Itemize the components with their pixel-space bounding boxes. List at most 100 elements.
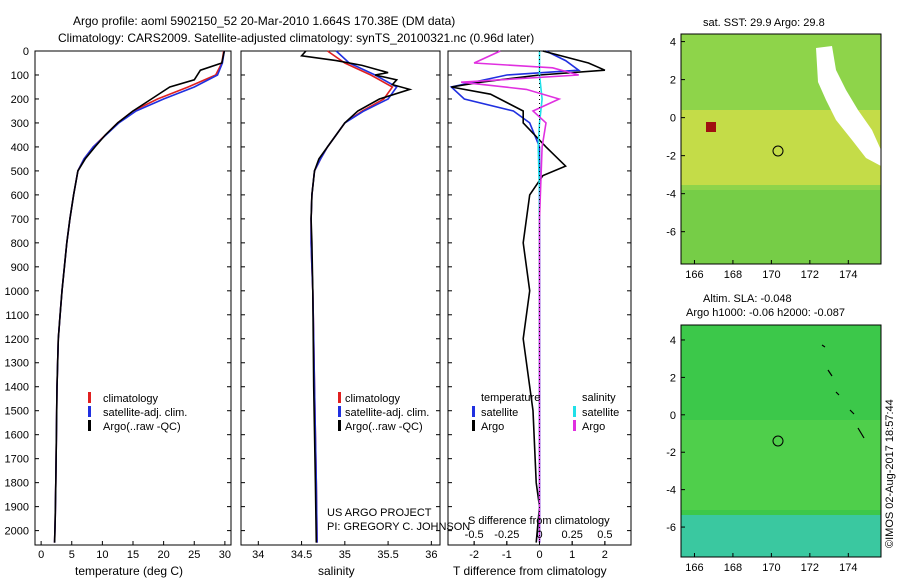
temperature-xlabel: temperature (deg C) [75,564,183,578]
depth-tick-label: 900 [11,262,29,274]
temperature-panel-frame [34,50,232,546]
credit-pi: PI: GREGORY C. JOHNSON [327,521,470,533]
header-line1: Argo profile: aoml 5902150_52 20-Mar-201… [73,14,455,28]
legend-swatch-climatology [88,392,91,403]
sst-map [680,33,882,265]
sst-hot-spot [706,122,716,132]
temperature-tick-label: 10 [96,549,108,561]
temperature-satellite-line [449,50,581,543]
legend-swatch-t-satellite [472,406,475,417]
temperature-argo-line [451,50,606,543]
sla-teal-band [681,515,881,557]
longitude-tick-label: 168 [724,269,742,281]
depth-tick-label: 800 [11,238,29,250]
temperature-tick-label: 5 [69,549,75,561]
sst-map-title: sat. SST: 29.9 Argo: 29.8 [703,17,825,29]
satellite-adj-clim-line [310,50,398,543]
argo-float-marker [772,435,784,447]
argo-raw-qc-line [300,50,413,543]
legend-label-t-satellite: satellite [481,407,518,419]
latitude-tick-label: -6 [666,227,676,239]
salinity-tick-label: 36 [425,549,437,561]
legend-label-s-argo: Argo [582,421,605,433]
salinity-tick-label: 34 [252,549,264,561]
salinity-tick-label: 35.5 [377,549,398,561]
temperature-tick-label: 20 [158,549,170,561]
sla-map-title1: Altim. SLA: -0.048 [703,293,792,305]
depth-tick-label: 0 [23,46,29,58]
header-line2: Climatology: CARS2009. Satellite-adjuste… [58,31,534,45]
sla-map-title2: Argo h1000: -0.06 h2000: -0.087 [686,307,845,319]
depth-tick-label: 400 [11,142,29,154]
t-difference-tick-label: -1 [502,549,512,561]
salinity-xlabel: salinity [318,564,355,578]
salinity-panel-frame [240,50,441,546]
s-difference-tick-label: -0.5 [465,529,484,541]
salinity-lines [300,50,413,543]
depth-tick-label: 1900 [5,502,29,514]
legend-label-climatology: climatology [345,393,401,405]
latitude-tick-label: -6 [666,522,676,534]
satellite-adj-clim-line [53,50,226,543]
legend-swatch-argo [338,420,341,431]
t-difference-tick-label: 0 [536,549,542,561]
sst-missing-data-region [816,46,881,166]
sla-map-frame [680,324,882,558]
timestamp-vertical: ©IMOS 02-Aug-2017 18:57:44 [884,399,896,548]
legend-head-salinity: salinity [582,392,616,404]
depth-tick-label: 2000 [5,526,29,538]
depth-tick-label: 200 [11,94,29,106]
depth-tick-label: 1400 [5,382,29,394]
latitude-tick-label: 4 [670,37,676,49]
latitude-tick-label: 4 [670,335,676,347]
depth-tick-label: 300 [11,118,29,130]
salinity-legend: climatology satellite-adj. clim. Argo(..… [338,392,429,433]
longitude-tick-label: 174 [839,562,857,574]
depth-tick-label: 700 [11,214,29,226]
s-difference-tick-label: 0.25 [561,529,582,541]
depth-tick-label: 1000 [5,286,29,298]
coastline-islands [821,344,865,439]
depth-tick-label: 600 [11,190,29,202]
latitude-tick-label: 2 [670,75,676,87]
sla-light-band [681,420,881,510]
legend-swatch-satellite [88,406,91,417]
latitude-tick-label: -2 [666,151,676,163]
temperature-tick-label: 30 [219,549,231,561]
temperature-lines [53,50,226,543]
longitude-tick-label: 174 [839,269,857,281]
longitude-tick-label: 166 [685,269,703,281]
temperature-tick-label: 15 [127,549,139,561]
s-difference-label: S difference from climatology [468,515,610,527]
salinity-tick-label: 34.5 [291,549,312,561]
legend-label-satellite: satellite-adj. clim. [345,407,429,419]
salinity-tick-label: 35 [339,549,351,561]
sla-map [680,324,882,558]
temperature-tick-label: 25 [188,549,200,561]
climatology-line [53,50,225,543]
argo-raw-qc-line [53,50,226,543]
depth-tick-label: 1300 [5,358,29,370]
latitude-tick-label: -4 [666,485,676,497]
t-difference-tick-label: -2 [469,549,479,561]
legend-swatch-t-argo [472,420,475,431]
depth-tick-label: 1100 [5,310,29,322]
difference-lines [449,50,606,543]
argo-float-marker [772,145,784,157]
s-difference-tick-label: 0.5 [597,529,612,541]
longitude-tick-label: 172 [801,562,819,574]
legend-label-t-argo: Argo [481,421,504,433]
legend-swatch-argo [88,420,91,431]
legend-swatch-climatology [338,392,341,403]
axis-ticks: 0 5 10 15 20 25 30 34 34.5 35 35.5 36 -2 -1 0 1 2 -0.5 -0.… [35,50,631,561]
sla-map-axes: 4 2 0 -2 -4 -6 166 168 170 172 174 [666,335,857,574]
credit-project: US ARGO PROJECT [327,507,432,519]
salinity-argo-line [461,50,579,543]
legend-head-temperature: temperature [481,392,540,404]
depth-tick-label: 1700 [5,454,29,466]
climatology-line [310,50,394,543]
longitude-tick-label: 170 [762,269,780,281]
depth-tick-label: 100 [11,70,29,82]
legend-swatch-satellite [338,406,341,417]
